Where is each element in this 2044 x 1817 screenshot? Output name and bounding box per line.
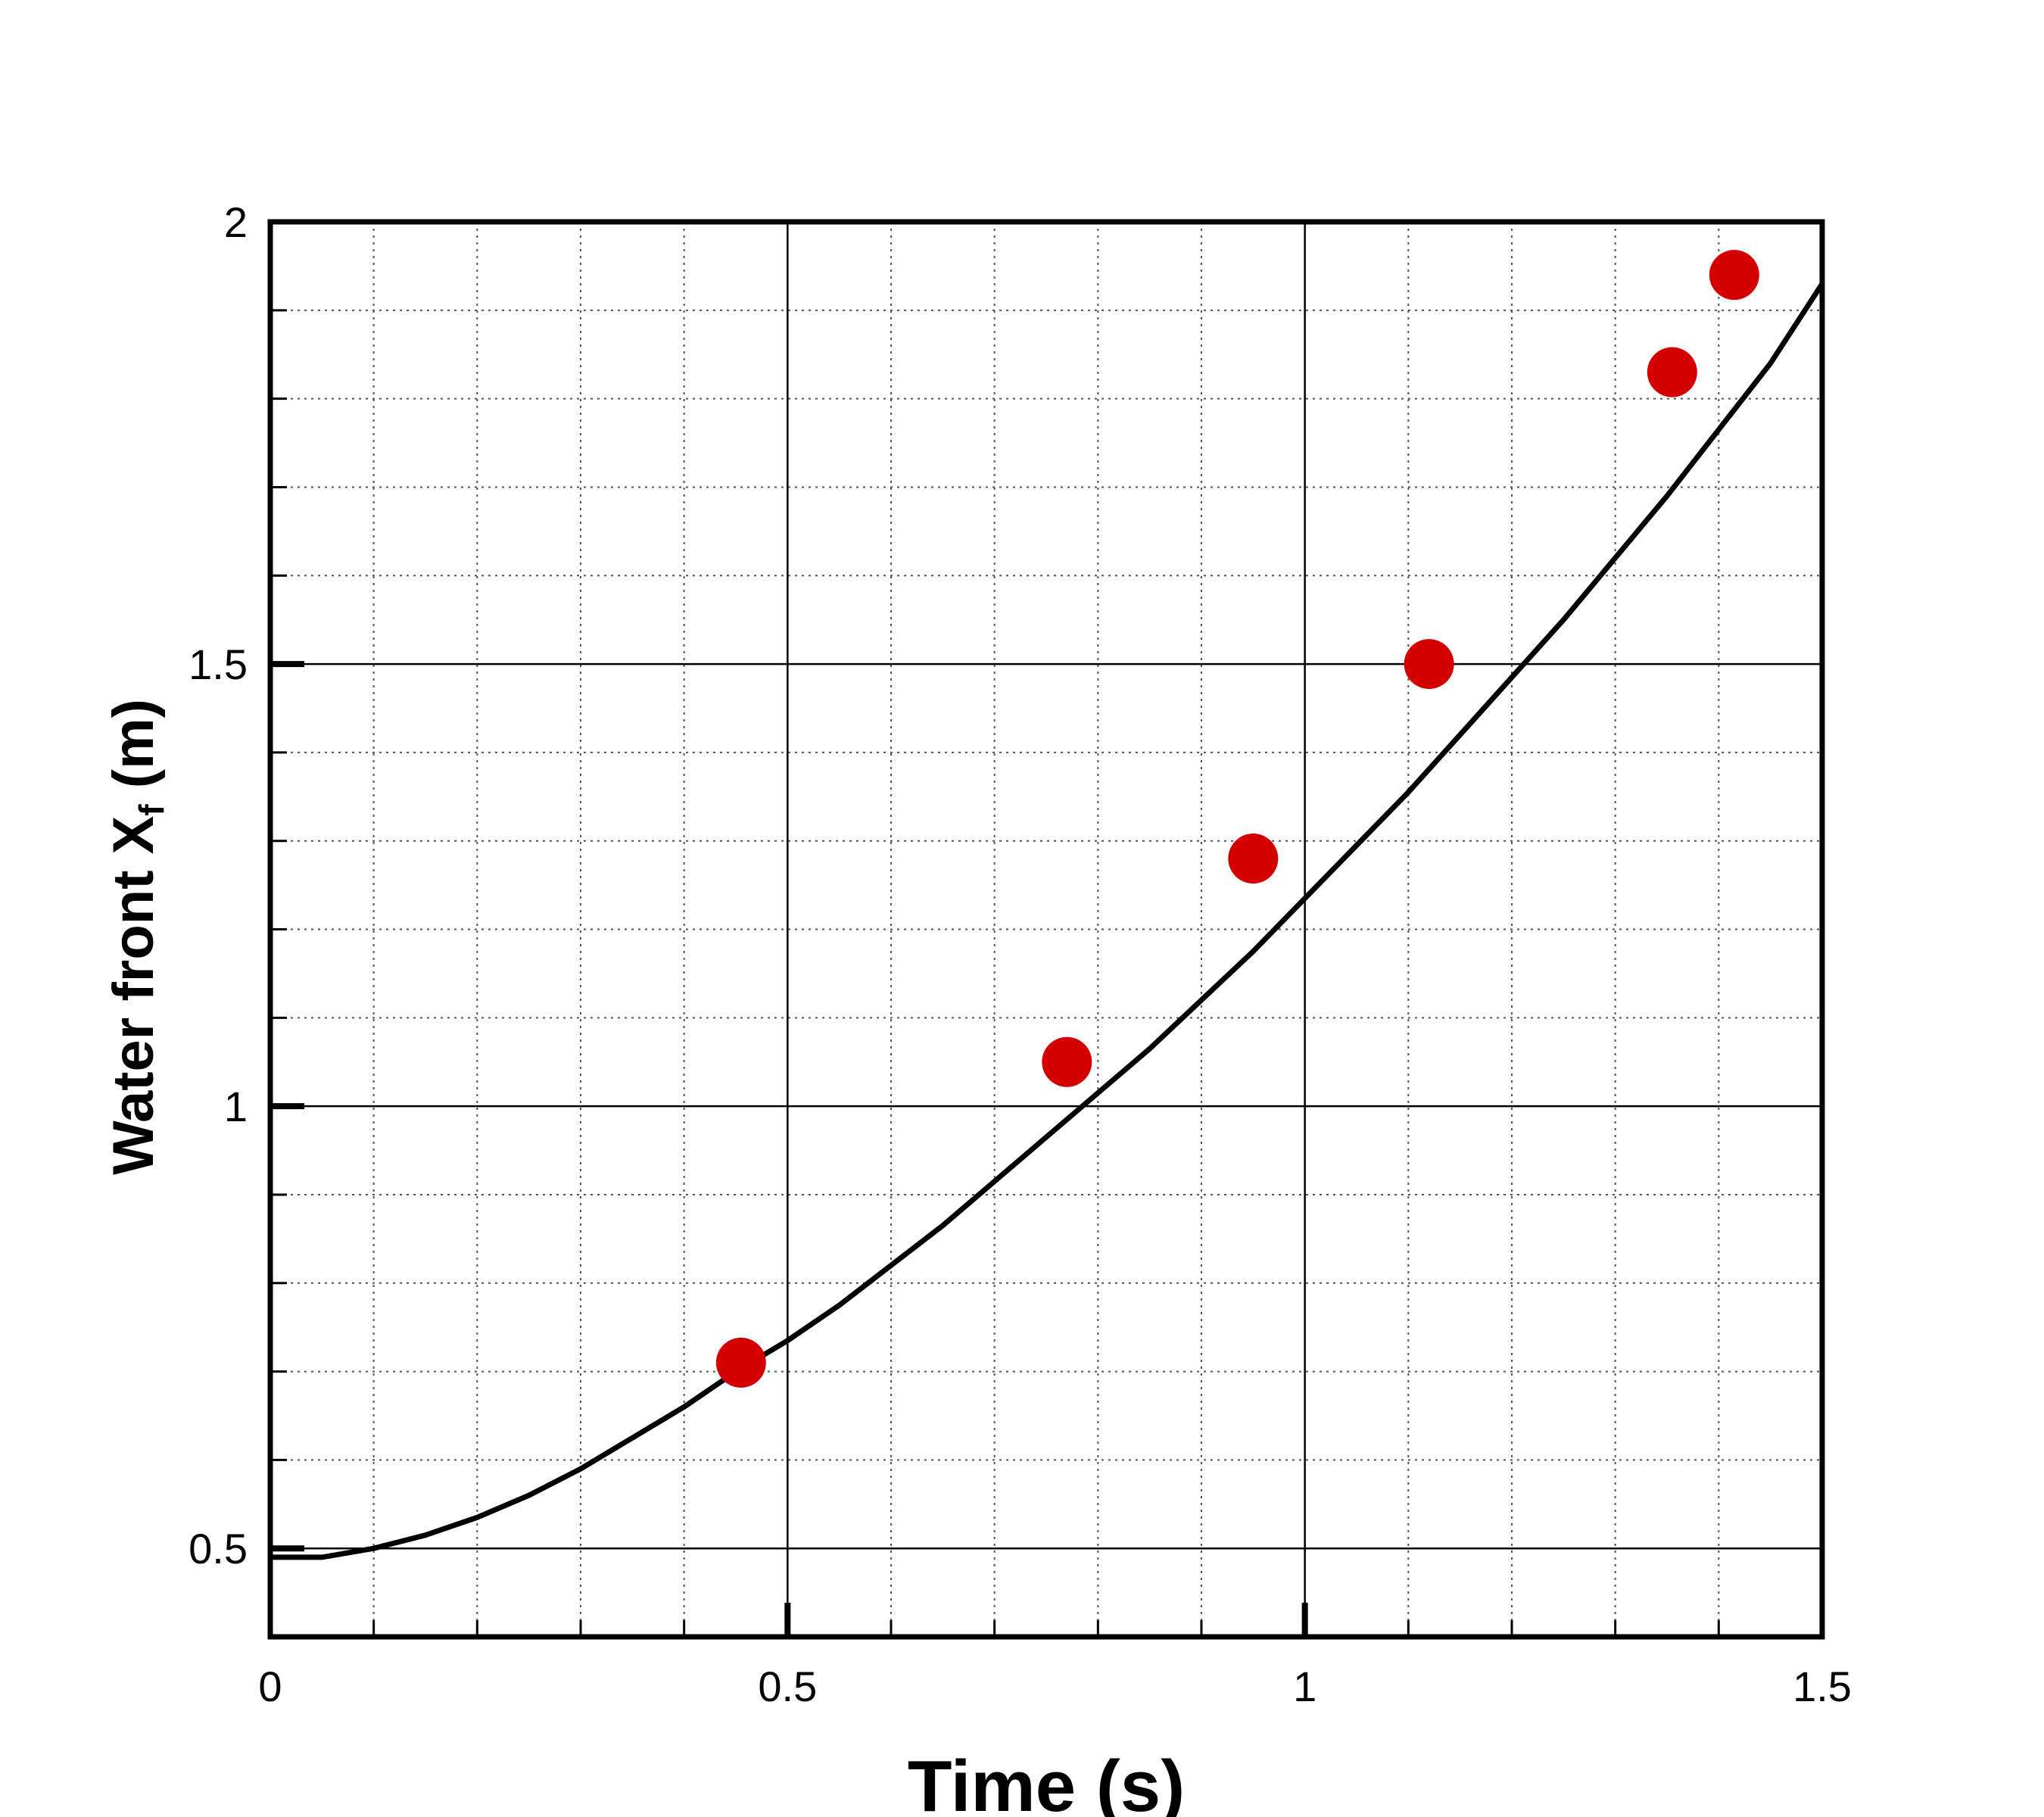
minor-grid	[270, 222, 1822, 1638]
data-point	[1709, 250, 1759, 301]
series-line	[267, 281, 1825, 1560]
y-tick-label: 0.5	[189, 1525, 248, 1572]
x-tick-label: 0.5	[758, 1663, 817, 1710]
x-axis-title: Time (s)	[908, 1746, 1185, 1817]
y-tick-label: 1.5	[189, 640, 248, 688]
major-grid	[270, 222, 1822, 1637]
x-tick-label: 0	[258, 1663, 282, 1710]
data-point	[1404, 639, 1454, 690]
data-point	[715, 1337, 766, 1388]
y-tick-label: 1	[224, 1083, 248, 1130]
axis-ticks	[270, 309, 1720, 1638]
y-axis-title-unit: (m)	[101, 699, 166, 804]
data-point	[1647, 347, 1697, 397]
series-layer	[267, 250, 1825, 1560]
x-tick-label: 1	[1293, 1663, 1316, 1710]
data-point	[1228, 834, 1279, 884]
x-tick-label: 1.5	[1793, 1663, 1852, 1710]
x-tick-labels: 0 0.5 1 1.5	[258, 1663, 1852, 1710]
y-axis-title: Water front Xf (m)	[101, 699, 171, 1175]
y-axis-title-main: Water front X	[101, 815, 166, 1175]
y-tick-label: 2	[224, 198, 248, 246]
data-point	[1042, 1036, 1092, 1087]
y-tick-labels: 0.5 1 1.5 2	[189, 198, 248, 1572]
y-axis-title-subscript: f	[132, 804, 171, 816]
